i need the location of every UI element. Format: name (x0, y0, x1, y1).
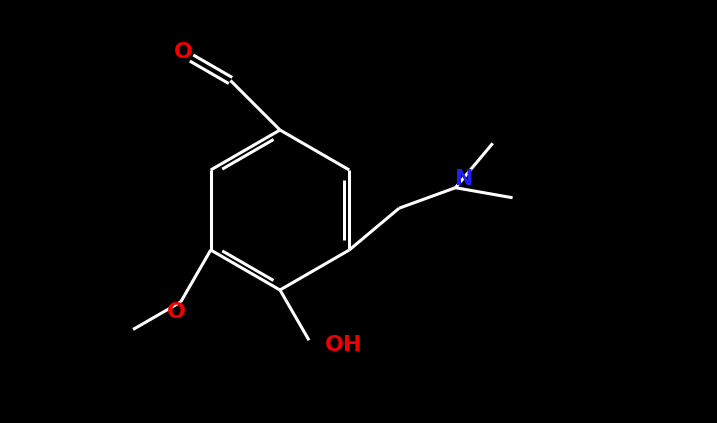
Text: O: O (167, 302, 186, 322)
Text: OH: OH (325, 335, 363, 355)
Text: N: N (455, 169, 474, 189)
Text: O: O (174, 42, 193, 62)
